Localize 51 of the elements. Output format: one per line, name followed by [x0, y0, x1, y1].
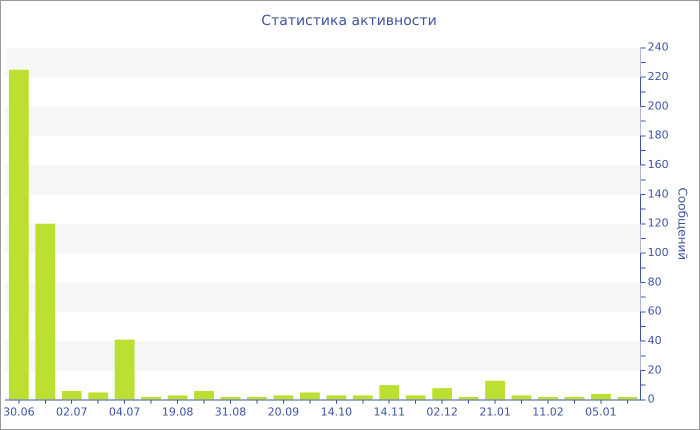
- chart-title: Статистика активности: [261, 13, 437, 30]
- y-tick-label: 100: [648, 246, 669, 259]
- bar: [352, 395, 373, 400]
- x-tick-label: 11.02: [532, 405, 564, 418]
- bar: [617, 396, 638, 400]
- y-tick-label: 60: [648, 304, 662, 318]
- x-tick-label: 20.09: [268, 405, 300, 418]
- x-tick-label: 31.08: [214, 405, 246, 418]
- x-tick-label: 02.12: [426, 405, 458, 418]
- bar: [406, 395, 426, 400]
- bar: [220, 396, 240, 400]
- y-axis-title: Сообщений: [676, 188, 690, 260]
- bar: [590, 394, 611, 400]
- bar: [273, 395, 294, 400]
- bar: [564, 396, 584, 400]
- bar: [35, 224, 56, 400]
- x-tick-label: 30.06: [3, 405, 35, 418]
- bar: [326, 395, 346, 400]
- bar: [300, 392, 320, 400]
- y-tick-label: 0: [648, 392, 655, 406]
- y-tick-label: 80: [648, 275, 662, 288]
- bar: [62, 391, 82, 400]
- y-tick-label: 120: [648, 216, 669, 230]
- x-tick-label: 14.11: [374, 405, 405, 418]
- bar: [194, 391, 214, 400]
- bar: [247, 396, 267, 400]
- y-tick-label: 200: [648, 99, 669, 112]
- bar: [114, 340, 135, 400]
- y-tick-label: 180: [648, 128, 669, 142]
- bar: [485, 380, 506, 400]
- x-tick-label: 02.07: [56, 405, 88, 418]
- x-tick-label: 19.08: [162, 405, 194, 418]
- y-tick-label: 40: [648, 334, 662, 347]
- x-tick-label: 14.10: [320, 405, 352, 418]
- bar: [88, 392, 108, 400]
- bar: [168, 395, 188, 400]
- bar: [538, 396, 558, 400]
- y-tick-label: 240: [648, 40, 669, 54]
- bar: [512, 395, 532, 400]
- bar: [141, 396, 162, 400]
- y-tick-label: 140: [648, 187, 669, 200]
- bar: [379, 385, 400, 400]
- bar: [8, 70, 29, 400]
- y-tick-label: 220: [648, 70, 669, 83]
- y-tick-label: 160: [648, 158, 669, 171]
- x-tick-label: 05.01: [585, 405, 617, 418]
- bar: [458, 396, 479, 400]
- bar: [432, 388, 452, 400]
- x-tick-label: 04.07: [108, 405, 140, 418]
- x-tick-label: 21.01: [479, 405, 511, 418]
- y-tick-label: 20: [648, 363, 662, 376]
